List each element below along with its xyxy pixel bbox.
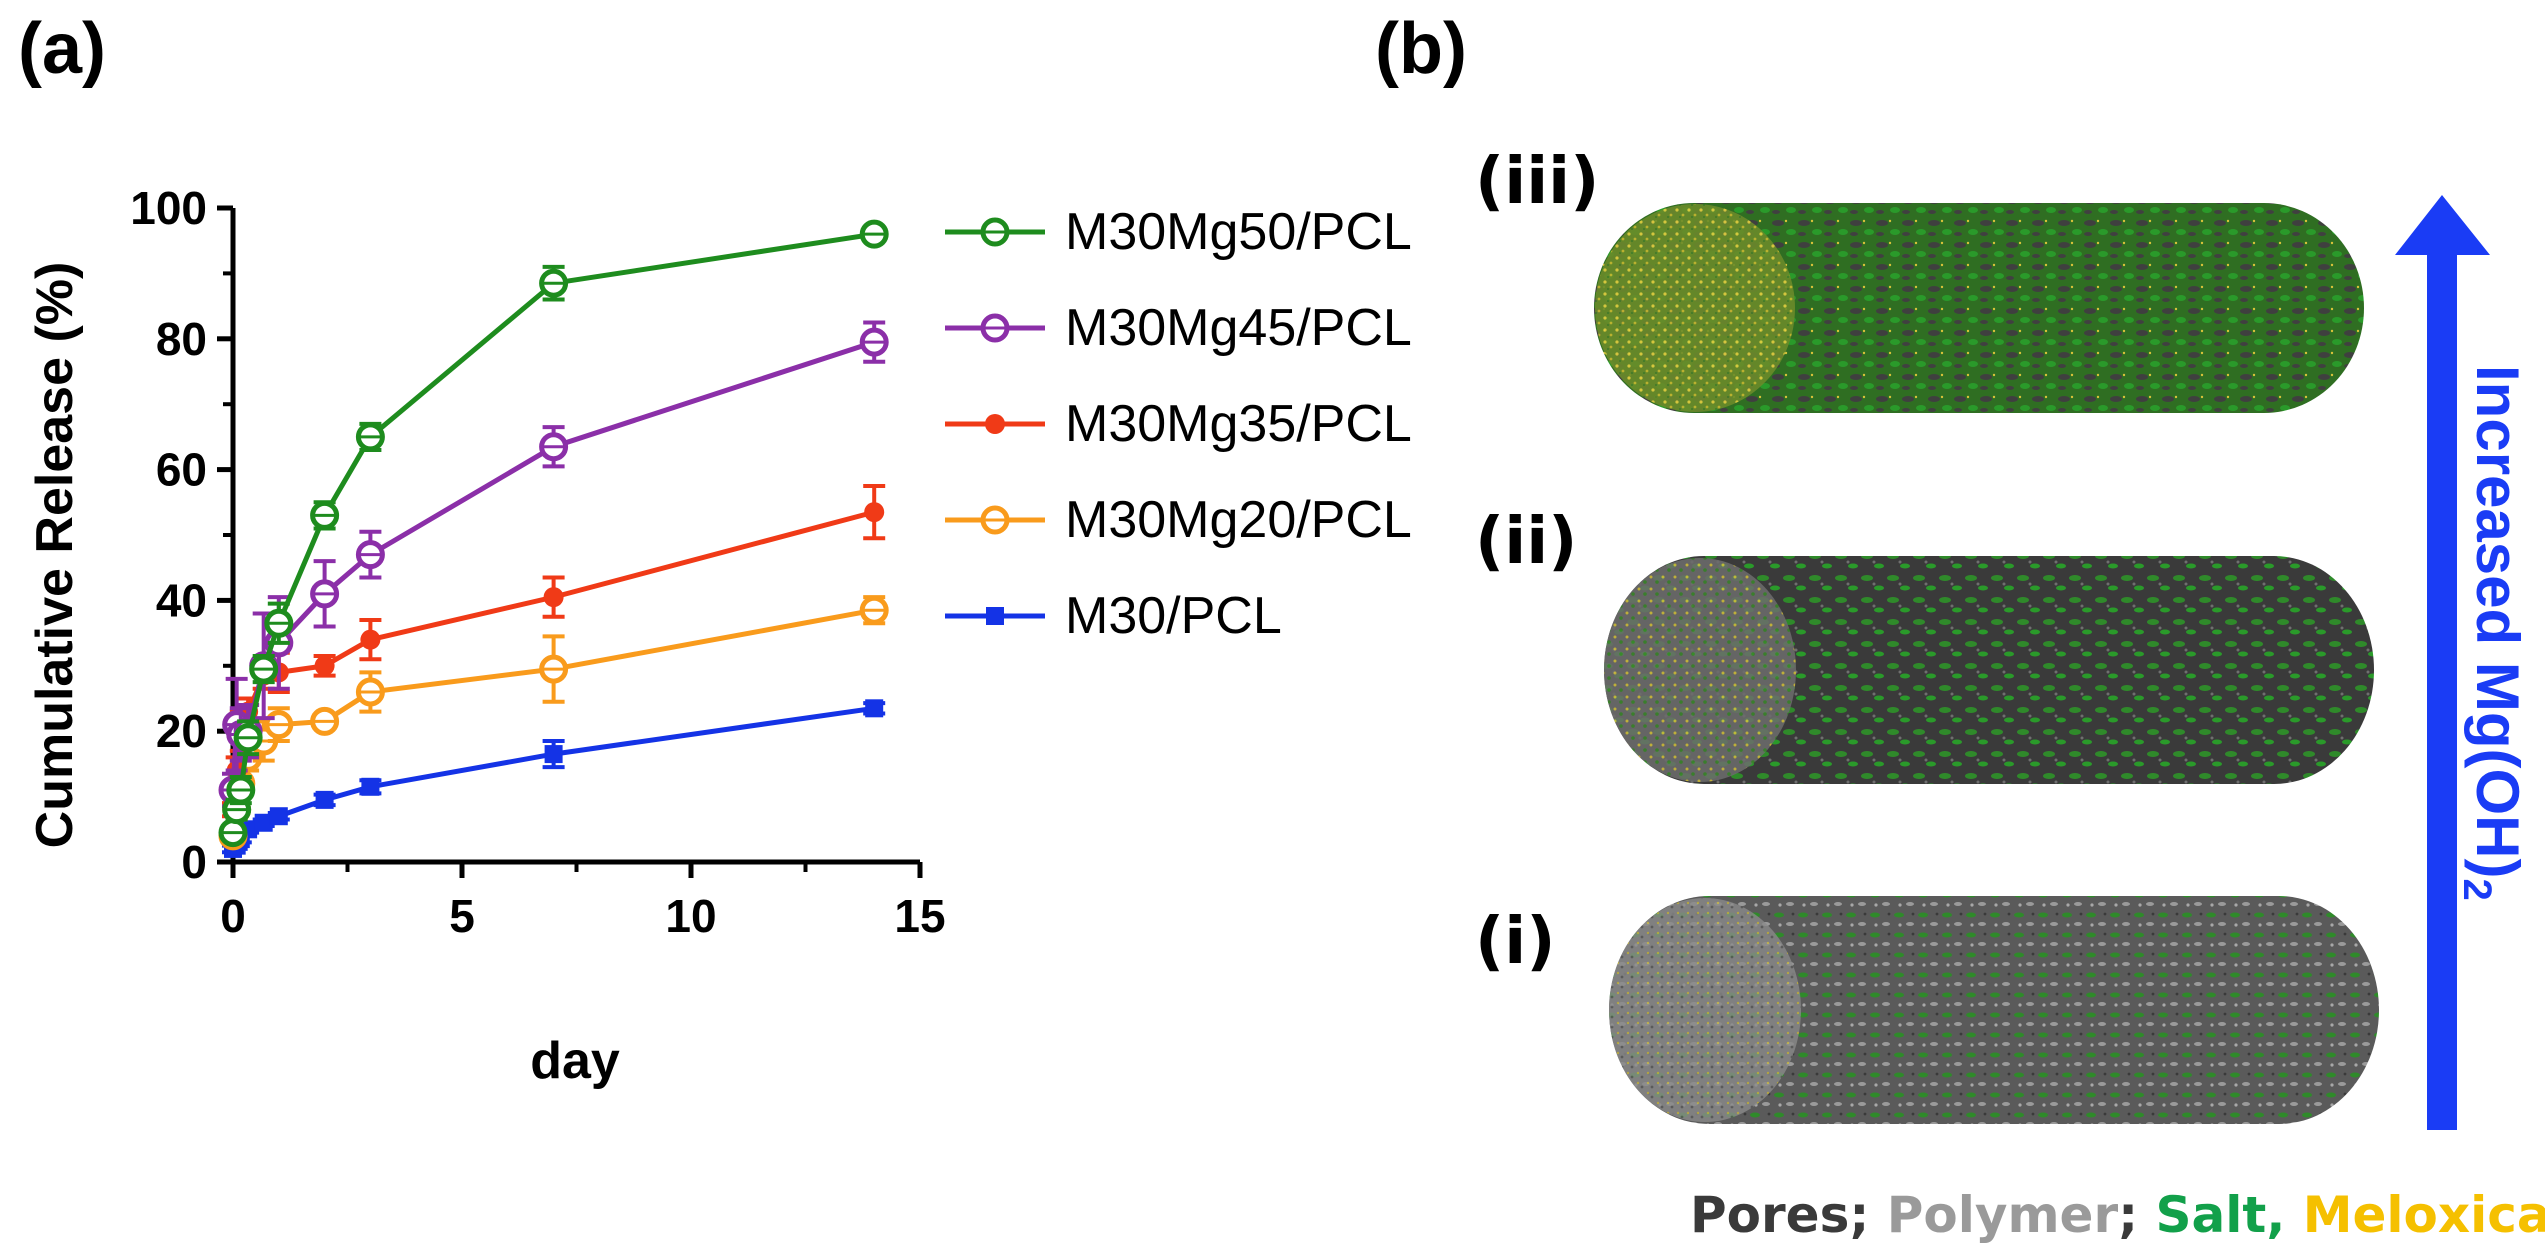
rod-label-iii: (iii): [1475, 145, 1600, 219]
legend-swatch: [945, 313, 1045, 343]
panel-b-label: (b): [1375, 9, 1467, 89]
rod-label-i: (i): [1475, 905, 1556, 979]
data-point: [269, 807, 288, 826]
x-axis-label: day: [530, 1032, 620, 1090]
panel-a-label: (a): [18, 9, 106, 89]
y-axis-label: Cumulative Release (%): [26, 262, 84, 849]
legend-swatch: [945, 217, 1045, 247]
series-M30Mg50/PCL: [218, 219, 889, 848]
legend-label: M30Mg35/PCL: [1065, 395, 1412, 453]
increase-arrow: [2395, 195, 2490, 1130]
legend-item: M30Mg45/PCL: [940, 296, 1500, 357]
data-point: [543, 587, 564, 608]
caption-part: Meloxicam: [2302, 1186, 2545, 1244]
legend-label: M30Mg50/PCL: [1065, 203, 1412, 261]
legend-label: M30Mg20/PCL: [1065, 491, 1412, 549]
arrow-label: Increased Mg(OH)2: [2455, 365, 2540, 1125]
legend-label: M30Mg45/PCL: [1065, 299, 1412, 357]
x-tick-label: 10: [665, 890, 716, 942]
caption-part: Salt,: [2155, 1186, 2303, 1244]
x-tick-label: 15: [894, 890, 945, 942]
arrow-label-text: Increased Mg(OH): [2464, 365, 2531, 879]
data-point: [360, 629, 381, 650]
rod-image-iii: [1594, 203, 2364, 413]
chart-axes: 0 5 10 15 0 20 40 60 80 100: [130, 182, 945, 942]
data-point-legend: [985, 414, 1005, 434]
caption-part: Polymer: [1886, 1186, 2119, 1244]
data-point: [314, 655, 335, 676]
data-point: [544, 745, 563, 764]
legend-item: M30/PCL: [940, 584, 1500, 645]
rod-label-ii: (ii): [1475, 505, 1578, 579]
legend-swatch: [945, 607, 1045, 625]
legend-swatch: [945, 505, 1045, 535]
rod-image-ii: [1604, 556, 2374, 784]
data-point: [315, 790, 334, 809]
y-tick-label: 0: [181, 836, 207, 888]
legend-label: M30/PCL: [1065, 587, 1282, 645]
x-tick-label: 0: [220, 890, 246, 942]
y-tick-label: 40: [156, 574, 207, 626]
caption-part: Pores;: [1690, 1186, 1887, 1244]
legend-caption: Pores; Polymer; Salt, Meloxicam: [1690, 1186, 2545, 1244]
chart-series: [218, 219, 889, 858]
rod-image-i: [1609, 896, 2379, 1124]
legend-swatch: [945, 414, 1045, 434]
legend-item: M30Mg50/PCL: [940, 200, 1500, 261]
data-point: [864, 502, 885, 523]
legend-item: M30Mg20/PCL: [940, 488, 1500, 549]
data-point: [361, 777, 380, 796]
y-tick-label: 80: [156, 313, 207, 365]
y-tick-label: 100: [130, 182, 207, 234]
data-point-legend: [986, 607, 1004, 625]
y-tick-label: 60: [156, 444, 207, 496]
release-chart: 0 5 10 15 0 20 40 60 80 100 day Cumulative Releas…: [26, 182, 946, 1090]
y-tick-label: 20: [156, 705, 207, 757]
x-tick-label: 5: [449, 890, 475, 942]
data-point: [865, 699, 884, 718]
legend-item: M30Mg35/PCL: [940, 392, 1500, 453]
caption-part: ;: [2118, 1186, 2156, 1244]
arrow-label-subscript: 2: [2455, 878, 2499, 901]
